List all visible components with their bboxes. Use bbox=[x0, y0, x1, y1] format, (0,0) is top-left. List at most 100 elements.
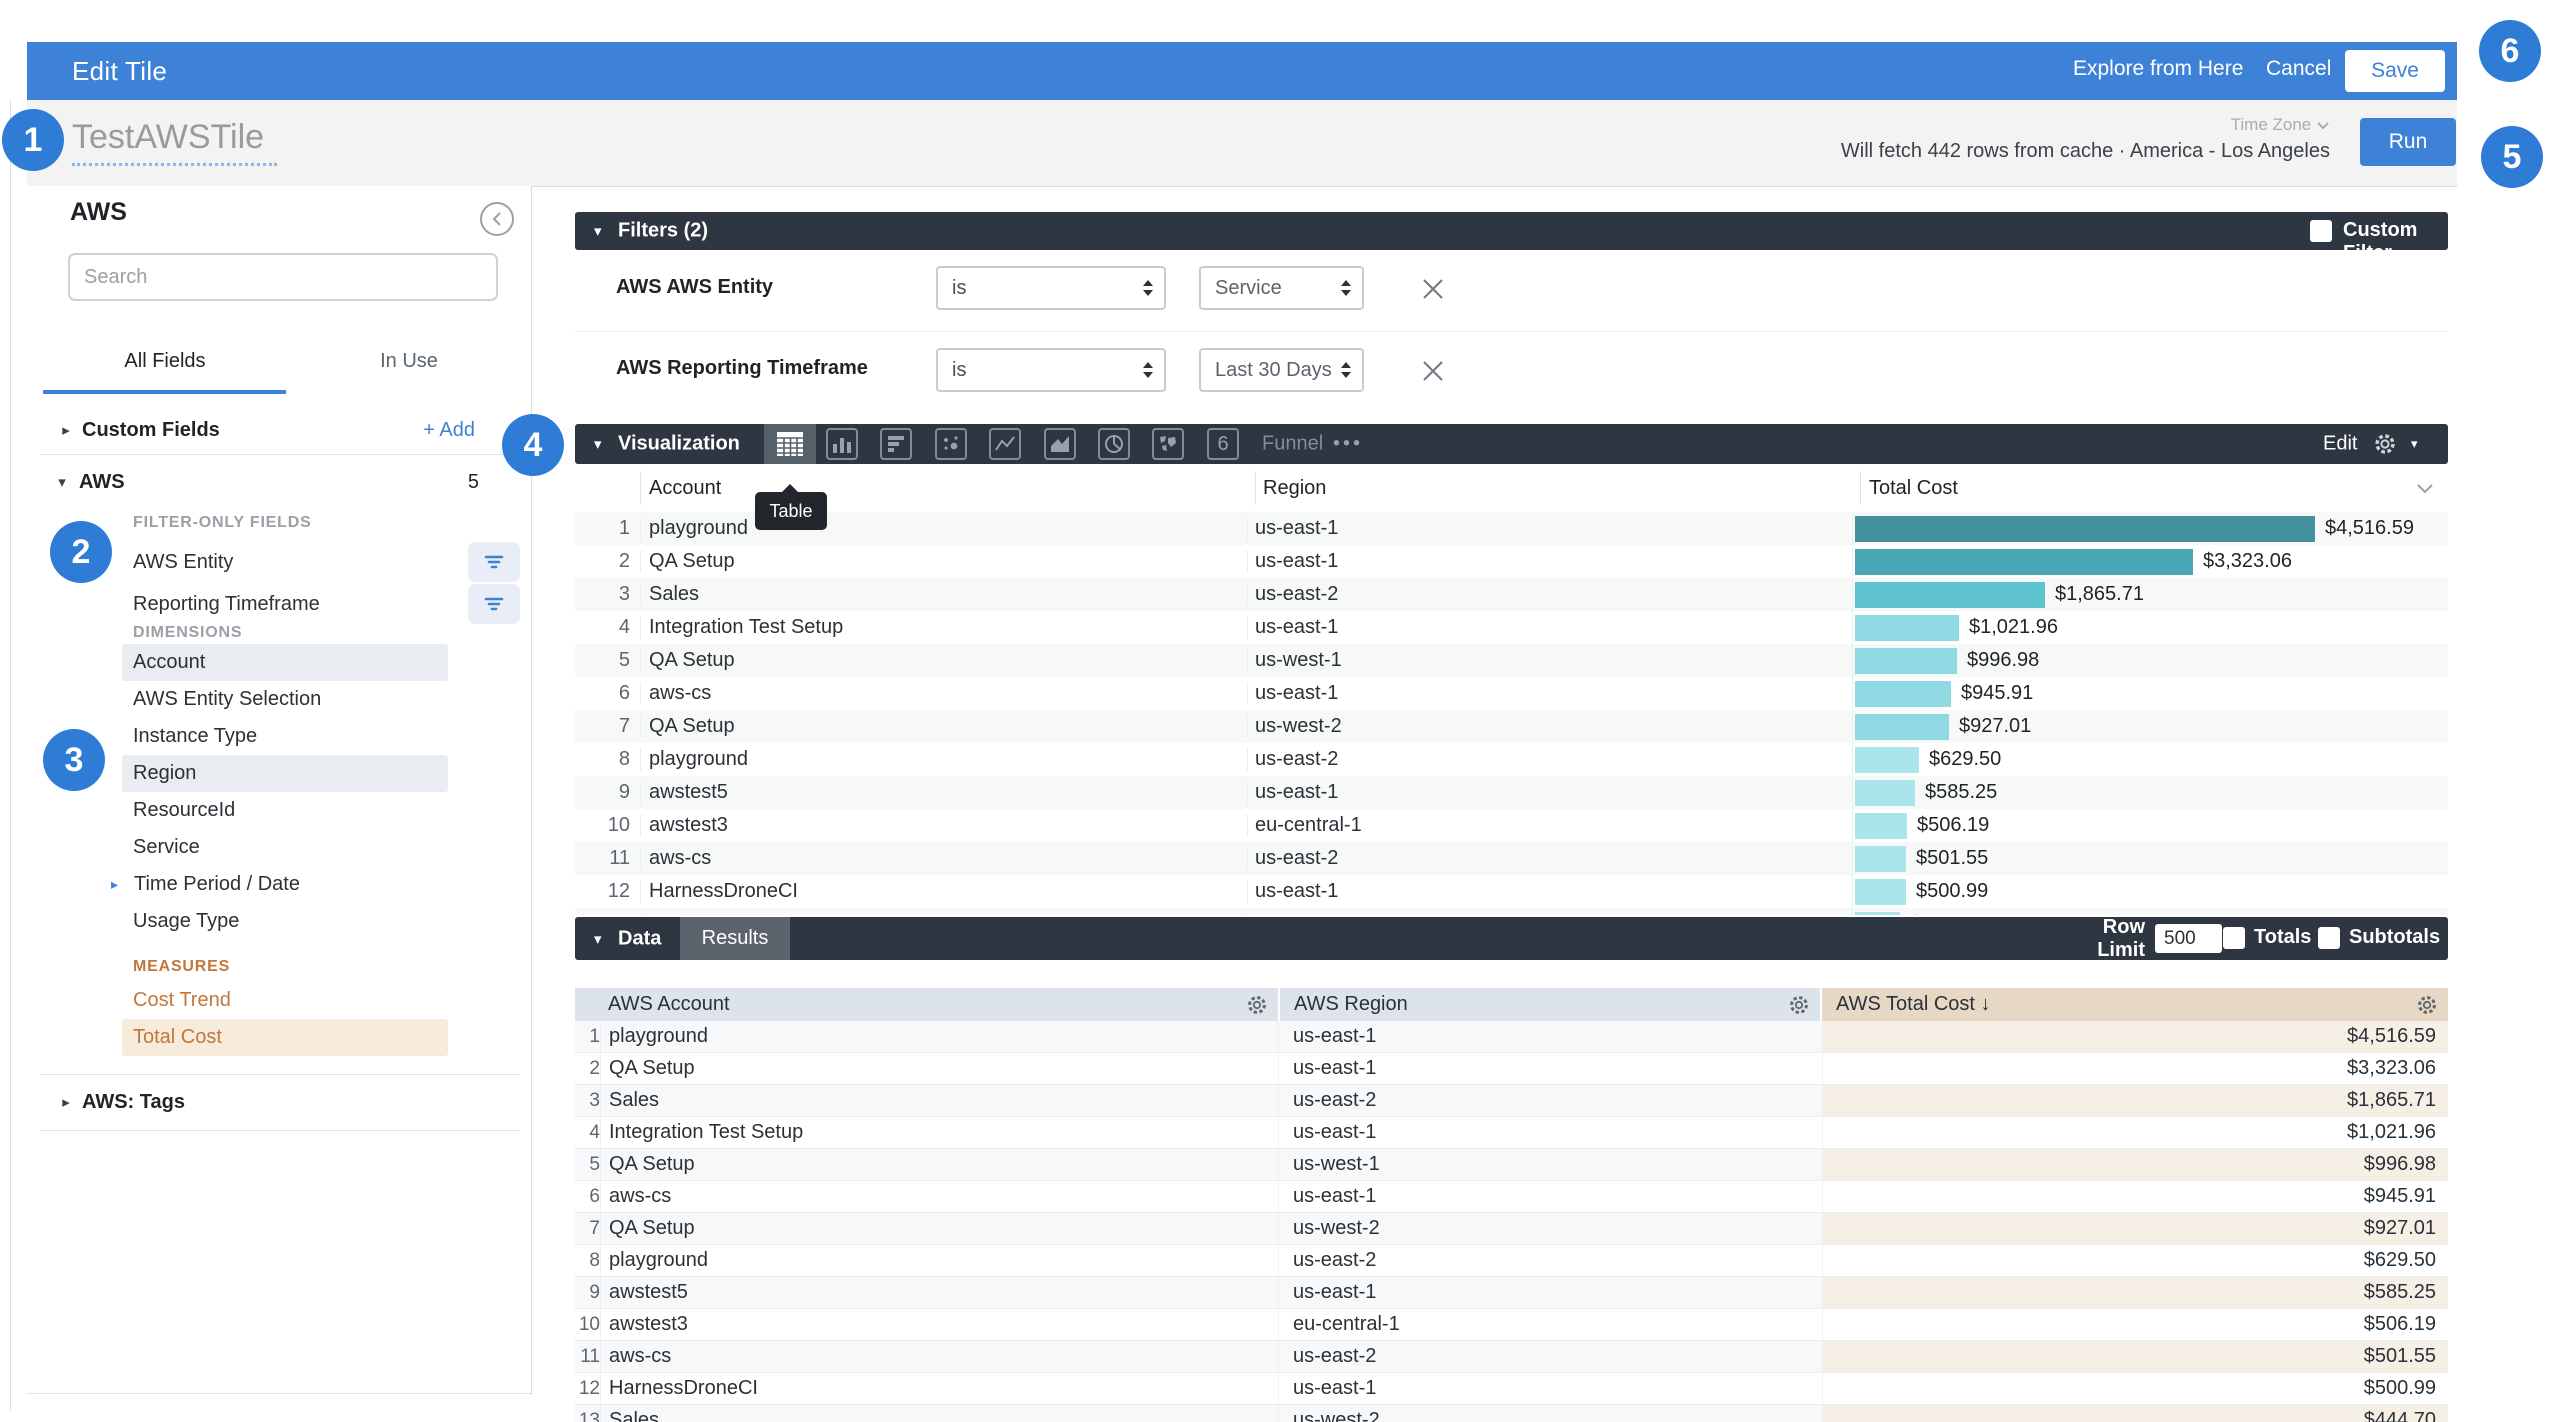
data-table-row[interactable]: 5 QA Setup us-west-1 $996.98 bbox=[575, 1149, 2448, 1181]
viz-table-row[interactable]: 2 QA Setup us-east-1 $3,323.06 bbox=[575, 545, 2448, 578]
collapse-sidebar-button[interactable] bbox=[480, 202, 514, 236]
dimension-instance-type[interactable]: Instance Type bbox=[133, 725, 258, 747]
data-table-row[interactable]: 4 Integration Test Setup us-east-1 $1,02… bbox=[575, 1117, 2448, 1149]
viz-table-row[interactable]: 3 Sales us-east-2 $1,865.71 bbox=[575, 578, 2448, 611]
data-table-row[interactable]: 12 HarnessDroneCI us-east-1 $500.99 bbox=[575, 1373, 2448, 1405]
viz-type-bar-chart-button[interactable] bbox=[880, 428, 912, 460]
field-aws-entity[interactable]: AWS Entity bbox=[122, 541, 520, 583]
gear-icon[interactable] bbox=[1788, 994, 1810, 1016]
expand-arrow-icon[interactable]: ▸ bbox=[62, 1094, 70, 1111]
more-viz-types-button[interactable]: ••• bbox=[1333, 432, 1364, 455]
aws-tags-group[interactable]: ▸ AWS: Tags bbox=[27, 1082, 531, 1122]
viz-table-row[interactable]: 11 aws-cs us-east-2 $501.55 bbox=[575, 842, 2448, 875]
cancel-button[interactable]: Cancel bbox=[2266, 57, 2332, 80]
dimension-aws-entity-selection[interactable]: AWS Entity Selection bbox=[133, 688, 322, 710]
tile-name-input[interactable]: TestAWSTile bbox=[72, 118, 277, 166]
viz-type-funnel-button[interactable]: Funnel bbox=[1262, 432, 1324, 455]
viz-table-row[interactable]: 12 HarnessDroneCI us-east-1 $500.99 bbox=[575, 875, 2448, 908]
filters-section-header[interactable]: ▾ Filters (2) Custom Filter bbox=[575, 212, 2448, 264]
viz-type-single-value-button[interactable]: 6 bbox=[1207, 428, 1239, 460]
collapse-arrow-icon[interactable]: ▾ bbox=[594, 930, 602, 948]
data-section-header[interactable]: ▾ Data Results Row Limit Totals Subtotal… bbox=[575, 916, 2448, 961]
totals-checkbox[interactable] bbox=[2223, 927, 2245, 949]
viz-settings-button[interactable] bbox=[2373, 432, 2397, 456]
viz-table-row[interactable]: 8 playground us-east-2 $629.50 bbox=[575, 743, 2448, 776]
viz-table-row[interactable]: 6 aws-cs us-east-1 $945.91 bbox=[575, 677, 2448, 710]
viz-table-row[interactable]: 10 awstest3 eu-central-1 $506.19 bbox=[575, 809, 2448, 842]
dimension-service[interactable]: Service bbox=[133, 836, 200, 858]
data-table-row[interactable]: 8 playground us-east-2 $629.50 bbox=[575, 1245, 2448, 1277]
collapse-arrow-icon[interactable]: ▾ bbox=[594, 223, 602, 240]
data-table-row[interactable]: 10 awstest3 eu-central-1 $506.19 bbox=[575, 1309, 2448, 1341]
custom-fields-group[interactable]: ▸ Custom Fields + Add bbox=[27, 410, 531, 450]
time-zone-label[interactable]: Time Zone bbox=[2110, 115, 2330, 135]
data-column-header-total-cost[interactable]: AWS Total Cost ↓ bbox=[1822, 988, 2448, 1021]
viz-type-line-chart-button[interactable] bbox=[989, 428, 1021, 460]
results-tab[interactable]: Results bbox=[680, 917, 790, 960]
filter-by-field-button[interactable] bbox=[468, 542, 520, 582]
row-limit-input[interactable] bbox=[2155, 924, 2222, 953]
add-custom-field-button[interactable]: + Add bbox=[423, 418, 475, 441]
tab-all-fields[interactable]: All Fields bbox=[124, 350, 206, 372]
viz-table-row[interactable]: 5 QA Setup us-west-1 $996.98 bbox=[575, 644, 2448, 677]
filter-value-select[interactable]: Last 30 Days bbox=[1199, 348, 1364, 392]
viz-table-row[interactable]: 4 Integration Test Setup us-east-1 $1,02… bbox=[575, 611, 2448, 644]
visualization-section-header[interactable]: ▾ Visualization bbox=[575, 424, 2448, 464]
viz-type-scatterplot-button[interactable] bbox=[935, 428, 967, 460]
measure-total-cost[interactable]: Total Cost bbox=[122, 1019, 448, 1056]
viz-type-map-button[interactable] bbox=[1152, 428, 1184, 460]
column-header-total-cost[interactable]: Total Cost bbox=[1860, 471, 2448, 505]
save-button[interactable]: Save bbox=[2345, 50, 2445, 92]
search-input[interactable] bbox=[68, 253, 498, 301]
filter-operator-select[interactable]: is bbox=[936, 348, 1166, 392]
remove-filter-button[interactable] bbox=[1420, 358, 1446, 384]
column-header-region[interactable]: Region bbox=[1255, 471, 1860, 505]
subtotals-checkbox[interactable] bbox=[2318, 927, 2340, 949]
data-table-row[interactable]: 7 QA Setup us-west-2 $927.01 bbox=[575, 1213, 2448, 1245]
data-column-header-account[interactable]: AWS Account bbox=[575, 988, 1278, 1021]
remove-filter-button[interactable] bbox=[1420, 276, 1446, 302]
custom-filter-checkbox[interactable] bbox=[2310, 220, 2332, 242]
data-table-row[interactable]: 2 QA Setup us-east-1 $3,323.06 bbox=[575, 1053, 2448, 1085]
dimension-usage-type[interactable]: Usage Type bbox=[133, 910, 240, 932]
chevron-down-icon[interactable] bbox=[2416, 483, 2434, 494]
viz-type-column-chart-button[interactable] bbox=[826, 428, 858, 460]
viz-type-area-chart-button[interactable] bbox=[1044, 428, 1076, 460]
dimension-region[interactable]: Region bbox=[122, 755, 448, 792]
expand-arrow-icon[interactable]: ▸ bbox=[111, 876, 119, 892]
aws-view-group[interactable]: ▾ AWS 5 bbox=[27, 462, 531, 502]
dimension-account[interactable]: Account bbox=[122, 644, 448, 681]
dimension-resourceid[interactable]: ResourceId bbox=[133, 799, 236, 821]
filter-operator-select[interactable]: is bbox=[936, 266, 1166, 310]
collapse-arrow-icon[interactable]: ▾ bbox=[58, 474, 66, 491]
filter-value-select[interactable]: Service bbox=[1199, 266, 1364, 310]
data-table-row[interactable]: 11 aws-cs us-east-2 $501.55 bbox=[575, 1341, 2448, 1373]
chevron-down-icon[interactable]: ▾ bbox=[2411, 436, 2418, 451]
gear-icon[interactable] bbox=[2416, 994, 2438, 1016]
viz-table-row[interactable]: 7 QA Setup us-west-2 $927.01 bbox=[575, 710, 2448, 743]
viz-table-row[interactable]: 1 playground us-east-1 $4,516.59 bbox=[575, 512, 2448, 545]
data-table-row[interactable]: 3 Sales us-east-2 $1,865.71 bbox=[575, 1085, 2448, 1117]
gear-icon[interactable] bbox=[1246, 994, 1268, 1016]
filter-by-field-button[interactable] bbox=[468, 584, 520, 624]
viz-table-row[interactable]: 13 Sales us-west-2 $444.70 bbox=[575, 908, 2448, 915]
data-table-row[interactable]: 9 awstest5 us-east-1 $585.25 bbox=[575, 1277, 2448, 1309]
modal-title: Edit Tile bbox=[72, 55, 168, 86]
collapse-arrow-icon[interactable]: ▾ bbox=[594, 436, 602, 453]
expand-arrow-icon[interactable]: ▸ bbox=[62, 422, 70, 439]
measure-cost-trend[interactable]: Cost Trend bbox=[133, 989, 231, 1011]
viz-edit-button[interactable]: Edit bbox=[2323, 432, 2358, 455]
data-table-row[interactable]: 1 playground us-east-1 $4,516.59 bbox=[575, 1021, 2448, 1053]
viz-table-row[interactable]: 9 awstest5 us-east-1 $585.25 bbox=[575, 776, 2448, 809]
explore-from-here-link[interactable]: Explore from Here bbox=[2073, 57, 2244, 80]
viz-type-pie-chart-button[interactable] bbox=[1098, 428, 1130, 460]
data-column-header-region[interactable]: AWS Region bbox=[1280, 988, 1820, 1021]
run-button[interactable]: Run bbox=[2360, 118, 2456, 166]
tab-in-use[interactable]: In Use bbox=[380, 350, 438, 372]
field-reporting-timeframe[interactable]: Reporting Timeframe bbox=[122, 583, 520, 625]
viz-type-table-button[interactable] bbox=[764, 424, 816, 464]
dimension-time-period-date[interactable]: ▸ Time Period / Date bbox=[111, 866, 448, 903]
column-header-account[interactable]: Account bbox=[640, 471, 1255, 505]
data-table-row[interactable]: 6 aws-cs us-east-1 $945.91 bbox=[575, 1181, 2448, 1213]
data-table-row[interactable]: 13 Sales us-west-2 $444.70 bbox=[575, 1405, 2448, 1422]
